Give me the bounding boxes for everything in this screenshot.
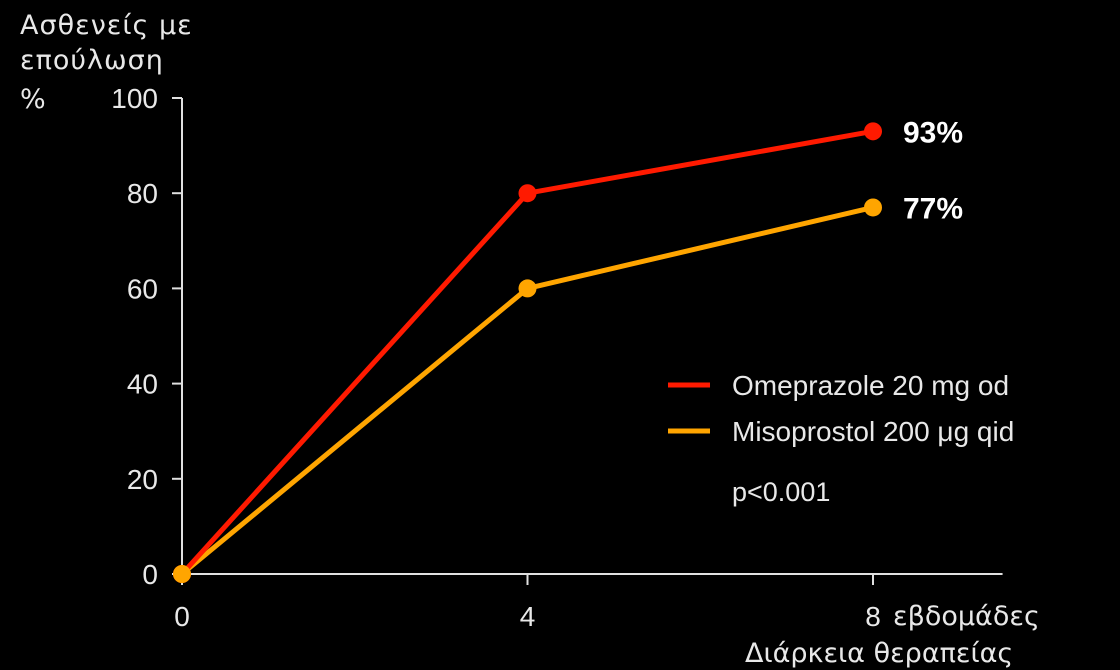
data-point [518, 184, 537, 203]
x-tick-label: 4 [520, 601, 536, 632]
data-point [518, 279, 537, 298]
p-value-annotation: p<0.001 [732, 477, 830, 507]
y-tick-label: 40 [127, 369, 158, 400]
y-tick-label: 80 [127, 178, 158, 209]
data-point [864, 198, 882, 217]
end-labels: 93% 77% [903, 116, 963, 225]
data-point [864, 122, 882, 141]
x-tick-label: 8 [865, 601, 881, 632]
x-axis-unit-label: εβδομάδες [893, 601, 1040, 632]
x-axis-title: Διάρκεια θεραπείας [745, 638, 1013, 669]
y-ticks: 0 20 40 60 80 100 [111, 83, 182, 590]
y-tick-label: 60 [127, 273, 158, 304]
data-point [173, 565, 191, 583]
legend-label: Omeprazole 20 mg od [732, 370, 1009, 401]
y-tick-label: 20 [127, 464, 158, 495]
y-axis-label-line-1: Ασθενείς με [20, 10, 193, 41]
series-points [173, 122, 882, 583]
x-tick-label: 0 [174, 601, 190, 632]
x-ticks: 0 4 8 [174, 574, 881, 632]
axes [181, 98, 1003, 575]
legend: Omeprazole 20 mg od Misoprostol 200 μg qi… [668, 370, 1014, 447]
y-tick-label: 0 [142, 559, 158, 590]
end-value-label: 77% [903, 192, 963, 225]
end-value-label: 93% [903, 116, 963, 149]
y-tick-label: 100 [111, 83, 158, 114]
legend-label: Misoprostol 200 μg qid [732, 416, 1014, 447]
y-axis-label-line-3: % [20, 84, 47, 115]
y-axis-label-line-2: επούλωση [20, 45, 164, 76]
